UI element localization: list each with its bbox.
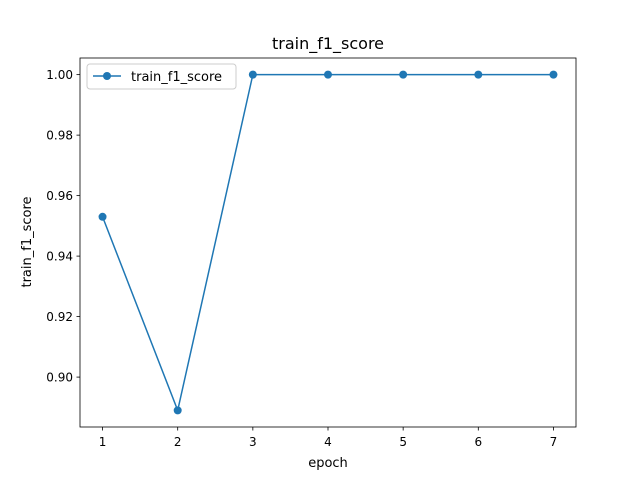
- x-tick-label: 2: [174, 435, 182, 449]
- y-tick-label: 0.92: [46, 310, 73, 324]
- data-point: [549, 70, 558, 79]
- y-tick-label: 0.96: [46, 189, 73, 203]
- data-point: [324, 70, 332, 79]
- x-tick-label: 4: [324, 435, 332, 449]
- legend-box: [86, 63, 237, 90]
- y-tick-label: 0.90: [46, 371, 73, 385]
- data-point: [474, 70, 483, 79]
- y-tick-label: 1.00: [46, 68, 73, 82]
- legend: train_f1_score: [86, 63, 237, 90]
- data-point: [399, 70, 408, 79]
- legend-marker: [103, 72, 111, 80]
- data-point: [248, 70, 257, 79]
- x-tick-label: 1: [99, 435, 107, 449]
- data-point: [173, 406, 182, 415]
- y-tick-label: 0.94: [46, 250, 73, 264]
- legend-label: train_f1_score: [131, 70, 222, 85]
- chart-title: train_f1_score: [272, 34, 384, 54]
- y-axis-label: train_f1_score: [20, 196, 35, 287]
- x-tick-label: 5: [399, 435, 407, 449]
- y-tick-label: 0.98: [46, 129, 73, 143]
- x-tick-label: 3: [249, 435, 257, 449]
- axes-frame: [79, 57, 577, 428]
- x-axis-label: epoch: [308, 456, 348, 471]
- x-tick-label: 7: [550, 435, 558, 449]
- data-point: [98, 212, 107, 221]
- x-tick-label: 6: [474, 435, 482, 449]
- plot-area: 1 2 3 4 5 6 7 0.90 0.92 0.94 0.96 0.98 1.00: [46, 57, 577, 449]
